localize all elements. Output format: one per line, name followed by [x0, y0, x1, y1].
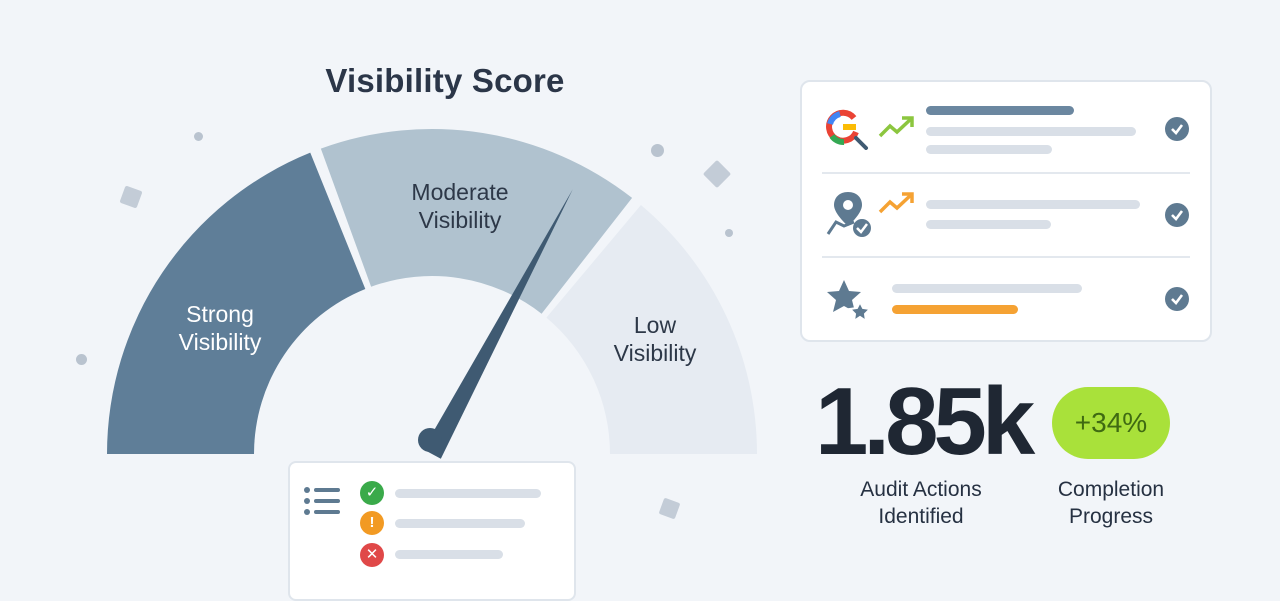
placeholder-bar [892, 284, 1082, 293]
audit-actions-label: Audit Actions Identified [860, 478, 982, 528]
decor-dot [725, 229, 733, 237]
decor-square [658, 497, 681, 520]
check-icon [1165, 203, 1189, 227]
placeholder-bar [926, 106, 1074, 115]
placeholder-bar-accent [892, 305, 1018, 314]
google-search-icon [826, 109, 868, 150]
placeholder-bar [395, 550, 503, 559]
gauge-needle [423, 189, 573, 459]
check-icon [1165, 117, 1189, 141]
gauge-segment-moderate [320, 129, 633, 314]
placeholder-bar [926, 145, 1052, 154]
star-rating-icon [827, 280, 873, 324]
completion-progress-label: Completion Progress [1057, 478, 1165, 528]
check-icon [1165, 287, 1189, 311]
placeholder-bar [926, 220, 1051, 229]
decor-dot [194, 132, 203, 141]
placeholder-bar [395, 519, 525, 528]
checklist-row [802, 172, 1210, 258]
ranking-checklist-card [800, 80, 1212, 342]
gauge-segment-low [546, 205, 757, 454]
gauge-label-moderate: Moderate Visibility [411, 179, 509, 233]
checklist-row [802, 256, 1210, 342]
trend-up-orange-icon [878, 192, 914, 214]
gauge-label-strong: Strong Visibility [178, 301, 262, 355]
row-divider [822, 172, 1190, 174]
audit-actions-value: 1.85k [815, 368, 1035, 475]
warning-status-icon: ! [360, 511, 384, 535]
gauge-segment-strong [107, 152, 366, 454]
visibility-gauge [107, 129, 757, 459]
checklist-row [802, 82, 1210, 168]
action-list-card: ✓ ! ✕ [288, 461, 576, 601]
error-status-icon: ✕ [360, 543, 384, 567]
gauge-needle-hub [418, 428, 442, 452]
trend-up-green-icon [878, 116, 914, 138]
completion-change-badge: +34% [1052, 387, 1170, 459]
list-icon [304, 487, 340, 515]
success-status-icon: ✓ [360, 481, 384, 505]
placeholder-bar [926, 200, 1140, 209]
decor-dot [76, 354, 87, 365]
page-title: Visibility Score [325, 62, 565, 99]
row-divider [822, 256, 1190, 258]
decor-dot [651, 144, 664, 157]
map-pin-check-icon [826, 192, 871, 237]
gauge-label-low: Low Visibility [613, 312, 697, 366]
placeholder-bar [926, 127, 1136, 136]
placeholder-bar [395, 489, 541, 498]
